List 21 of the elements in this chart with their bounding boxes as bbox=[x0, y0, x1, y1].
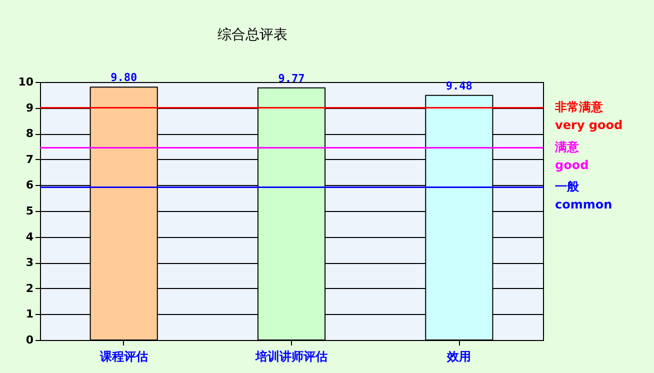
data-label: 9.80 bbox=[110, 71, 138, 84]
x-tick-label: 培训讲师评估 bbox=[254, 350, 328, 364]
x-tick-label: 课程评估 bbox=[98, 350, 148, 364]
ref-line-label: 满意 good bbox=[554, 140, 589, 172]
y-tick-label: 6 bbox=[26, 178, 34, 192]
ref-line-label: 一般 common bbox=[555, 179, 612, 212]
y-tick-label: 9 bbox=[26, 101, 34, 114]
data-label: 9.48 bbox=[446, 79, 472, 92]
y-tick-label: 4 bbox=[26, 230, 34, 244]
data-label: 9.77 bbox=[278, 72, 305, 85]
chart-title: 综合总评表 bbox=[218, 27, 288, 44]
y-tick-label: 7 bbox=[26, 152, 34, 166]
y-tick-label: 3 bbox=[26, 256, 34, 270]
y-tick-label: 2 bbox=[26, 282, 34, 295]
ref-line-label: 非常满意 very good bbox=[554, 100, 623, 132]
y-tick-label: 10 bbox=[18, 76, 34, 88]
y-tick-label: 1 bbox=[26, 308, 34, 321]
y-tick-label: 0 bbox=[26, 334, 34, 346]
y-tick-label: 8 bbox=[26, 127, 34, 140]
y-tick-label: 5 bbox=[26, 204, 34, 218]
x-tick-label: 效用 bbox=[446, 350, 472, 364]
